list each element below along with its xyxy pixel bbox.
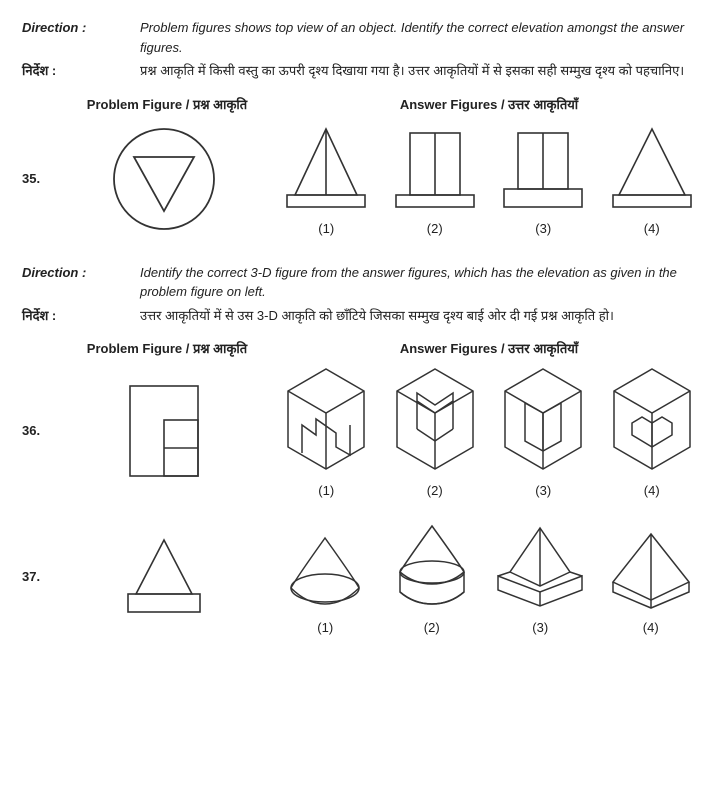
direction-en: Direction : Problem figures shows top vi… (22, 18, 706, 57)
direction2-text-en: Identify the correct 3-D figure from the… (140, 263, 706, 302)
question-36: 36. (1) (22, 363, 706, 498)
q37-opt4-label: (4) (643, 620, 659, 635)
q37-opt3: (3) (490, 520, 590, 635)
q37-opt1-label: (1) (317, 620, 333, 635)
q36-opt1: (1) (278, 363, 374, 498)
problem-figure-header: Problem Figure / प्रश्न आकृति (22, 95, 272, 113)
q35-answers: (1) (2) (3) (4) (272, 121, 706, 236)
q35-opt4: (4) (607, 121, 697, 236)
q36-problem-figure (56, 376, 272, 486)
answer-figures-header: Answer Figures / उत्तर आकृतियाँ (272, 95, 706, 113)
q35-problem-figure (56, 119, 272, 239)
q36-opt2-label: (2) (427, 483, 443, 498)
direction-label-hi: निर्देश : (22, 61, 140, 81)
direction2-hi: निर्देश : उत्तर आकृतियों में से उस 3-D आ… (22, 306, 706, 326)
direction2-text-hi: उत्तर आकृतियों में से उस 3-D आकृति को छा… (140, 306, 706, 326)
q35-opt4-label: (4) (644, 221, 660, 236)
q36-answers: (1) (2) (3) (272, 363, 706, 498)
column-headers-2: Problem Figure / प्रश्न आकृति Answer Fig… (22, 339, 706, 357)
q37-opt1: (1) (277, 526, 373, 635)
column-headers: Problem Figure / प्रश्न आकृति Answer Fig… (22, 95, 706, 113)
q35-opt3-label: (3) (535, 221, 551, 236)
problem-figure-header-2: Problem Figure / प्रश्न आकृति (22, 339, 272, 357)
direction-text-en: Problem figures shows top view of an obj… (140, 18, 706, 57)
q36-opt4-label: (4) (644, 483, 660, 498)
q37-answers: (1) (2) (3) (272, 518, 706, 635)
q37-opt4: (4) (601, 524, 701, 635)
q37-number: 37. (22, 569, 56, 584)
direction-text-hi: प्रश्न आकृति में किसी वस्तु का ऊपरी दृश्… (140, 61, 706, 81)
q37-problem-figure (56, 532, 272, 622)
direction2-label-en: Direction : (22, 263, 140, 302)
q35-opt2-label: (2) (427, 221, 443, 236)
q35-opt3: (3) (498, 121, 588, 236)
q36-opt3: (3) (495, 363, 591, 498)
question-37: 37. (1) (2) (22, 518, 706, 635)
q35-opt1: (1) (281, 121, 371, 236)
q36-opt1-label: (1) (318, 483, 334, 498)
direction2-label-hi: निर्देश : (22, 306, 140, 326)
answer-figures-header-2: Answer Figures / उत्तर आकृतियाँ (272, 339, 706, 357)
q36-opt4: (4) (604, 363, 700, 498)
q37-opt2-label: (2) (424, 620, 440, 635)
q37-opt3-label: (3) (532, 620, 548, 635)
q35-opt2: (2) (390, 121, 480, 236)
q36-opt3-label: (3) (535, 483, 551, 498)
direction-hi: निर्देश : प्रश्न आकृति में किसी वस्तु का… (22, 61, 706, 81)
q36-number: 36. (22, 423, 56, 438)
question-35: 35. (1) (2) (22, 119, 706, 239)
direction-label-en: Direction : (22, 18, 140, 57)
q36-opt2: (2) (387, 363, 483, 498)
q35-opt1-label: (1) (318, 221, 334, 236)
q37-opt2: (2) (384, 518, 480, 635)
direction2-en: Direction : Identify the correct 3-D fig… (22, 263, 706, 302)
q35-number: 35. (22, 171, 56, 186)
